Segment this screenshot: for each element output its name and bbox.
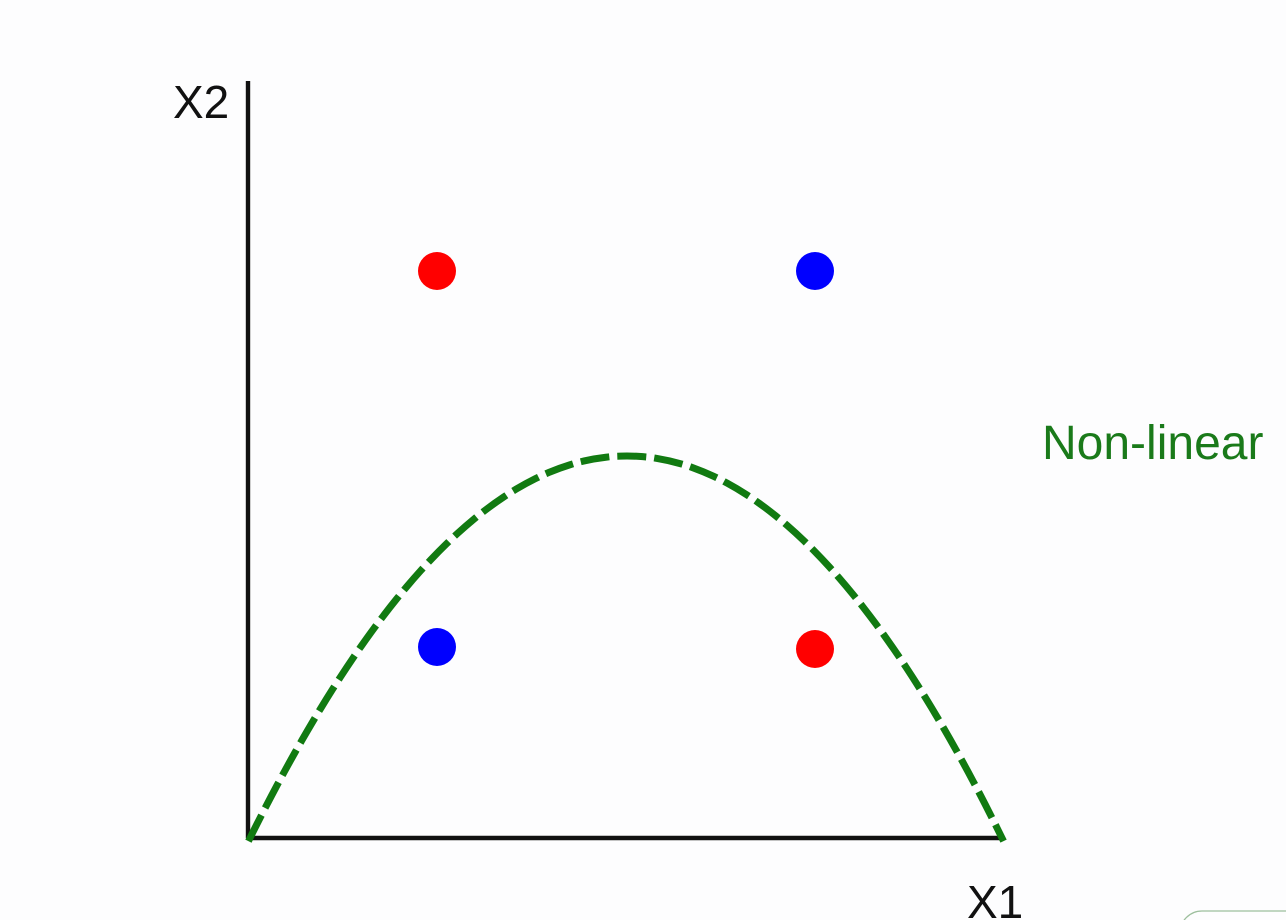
- svg-text:Non-linear: Non-linear: [1042, 417, 1263, 470]
- svg-text:X1: X1: [967, 876, 1023, 920]
- svg-text:X2: X2: [173, 76, 229, 128]
